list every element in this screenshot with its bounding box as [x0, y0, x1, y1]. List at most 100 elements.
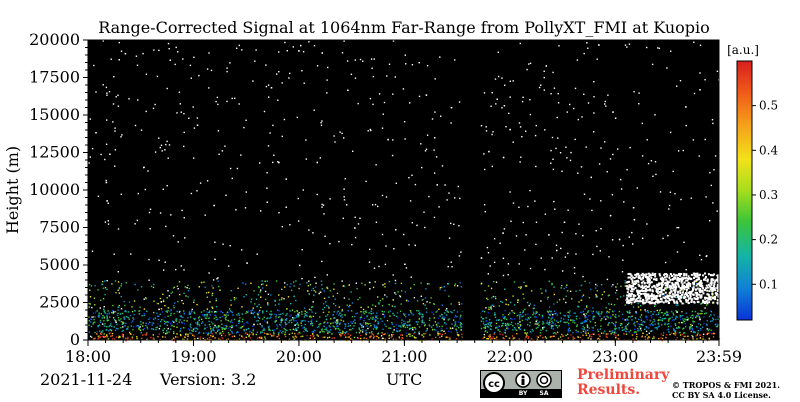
signal-pixel [373, 58, 375, 60]
signal-pixel [606, 310, 608, 313]
signal-pixel [441, 335, 443, 337]
signal-pixel [246, 321, 248, 323]
cloud-pixel [648, 280, 651, 283]
signal-pixel [166, 297, 168, 299]
signal-pixel [93, 312, 95, 314]
signal-pixel [231, 319, 233, 321]
signal-pixel [589, 320, 591, 322]
signal-pixel [445, 314, 448, 316]
signal-pixel [585, 146, 587, 148]
signal-pixel [696, 338, 698, 340]
signal-pixel [262, 310, 264, 312]
signal-pixel [209, 314, 211, 316]
signal-pixel [425, 307, 428, 310]
signal-pixel [179, 330, 181, 332]
signal-pixel [657, 323, 660, 325]
signal-pixel [376, 335, 378, 338]
signal-pixel [581, 328, 584, 330]
signal-pixel [706, 328, 708, 330]
signal-pixel [614, 117, 617, 119]
signal-pixel [705, 333, 708, 335]
signal-pixel [155, 326, 157, 329]
cloud-pixel [643, 282, 646, 285]
signal-pixel [408, 314, 410, 316]
signal-pixel [506, 322, 509, 325]
signal-pixel [195, 327, 198, 329]
signal-pixel [553, 335, 555, 337]
signal-pixel [408, 244, 410, 246]
signal-pixel [668, 318, 670, 320]
signal-pixel [591, 209, 593, 212]
signal-pixel [713, 332, 716, 335]
signal-pixel [554, 208, 556, 210]
signal-pixel [206, 292, 208, 294]
cloud-pixel [649, 281, 652, 284]
cloud-pixel [643, 273, 646, 276]
signal-pixel [533, 307, 535, 309]
cloud-pixel [686, 286, 689, 289]
signal-pixel [643, 321, 646, 323]
signal-pixel [673, 330, 676, 332]
signal-pixel [359, 58, 362, 61]
signal-pixel [395, 293, 397, 295]
signal-pixel [632, 338, 634, 340]
signal-pixel [243, 324, 245, 327]
signal-pixel [311, 321, 313, 324]
cloud-pixel [626, 297, 629, 300]
y-tick-label: 5000 [39, 255, 80, 274]
signal-pixel [712, 318, 715, 321]
signal-pixel [441, 325, 443, 328]
cloud-pixel [693, 277, 695, 279]
cloud-pixel [693, 297, 696, 300]
signal-pixel [706, 320, 708, 322]
cloud-pixel [640, 293, 642, 295]
signal-pixel [210, 331, 212, 333]
cloud-pixel [662, 289, 665, 291]
cloud-pixel [695, 298, 697, 300]
signal-pixel [436, 326, 438, 328]
signal-pixel [298, 312, 301, 314]
cloud-pixel [645, 294, 647, 297]
signal-pixel [647, 310, 649, 312]
signal-pixel [392, 40, 395, 42]
signal-pixel [286, 318, 288, 320]
signal-pixel [275, 318, 277, 320]
cloud-pixel [699, 295, 702, 298]
signal-pixel [704, 307, 706, 309]
signal-pixel [485, 323, 487, 326]
signal-pixel [624, 280, 626, 282]
signal-pixel [308, 280, 310, 282]
signal-pixel [644, 336, 646, 338]
signal-pixel [639, 323, 641, 326]
signal-pixel [604, 103, 606, 105]
signal-pixel [421, 334, 423, 336]
signal-pixel [567, 329, 569, 331]
cloud-pixel [676, 294, 679, 296]
signal-pixel [615, 332, 617, 334]
signal-pixel [435, 156, 438, 158]
signal-pixel [206, 180, 209, 182]
signal-pixel [333, 326, 335, 328]
signal-pixel [540, 300, 542, 302]
signal-pixel [143, 308, 146, 310]
signal-pixel [426, 301, 428, 303]
signal-pixel [342, 330, 344, 333]
signal-pixel [125, 316, 128, 318]
signal-pixel [527, 337, 529, 339]
signal-pixel [278, 331, 280, 334]
cloud-pixel [634, 273, 637, 276]
signal-pixel [553, 286, 555, 288]
cloud-pixel [701, 284, 704, 287]
signal-pixel [567, 315, 569, 317]
signal-pixel [229, 308, 231, 310]
plot-background [88, 40, 719, 340]
signal-pixel [88, 283, 91, 286]
cloud-pixel [681, 291, 684, 294]
signal-pixel [89, 318, 92, 320]
signal-pixel [645, 325, 647, 328]
signal-pixel [481, 310, 484, 312]
signal-pixel [645, 330, 648, 332]
cloud-pixel [664, 291, 667, 294]
cloud-pixel [667, 295, 670, 297]
signal-pixel [333, 317, 335, 319]
